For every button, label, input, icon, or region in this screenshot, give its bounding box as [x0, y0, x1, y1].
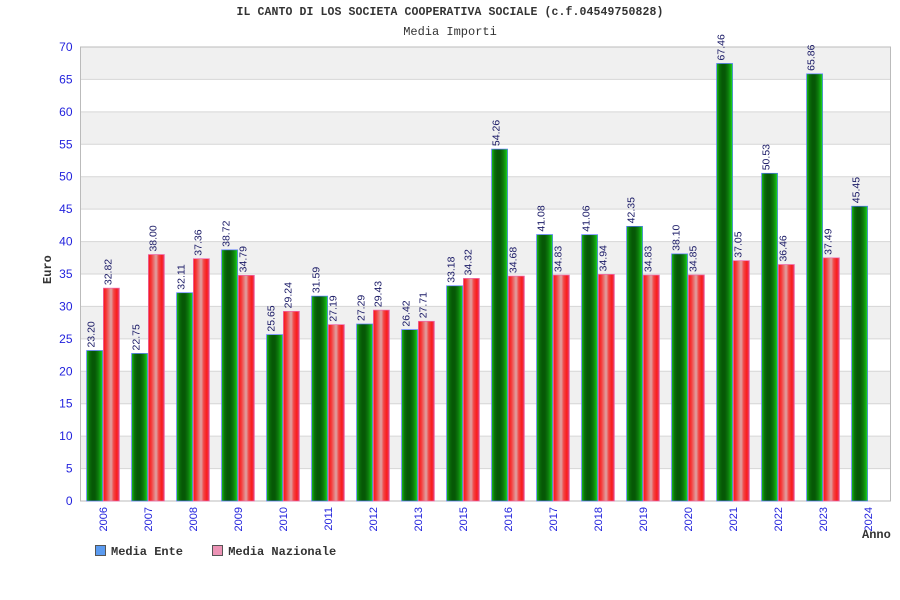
svg-text:60: 60	[59, 105, 73, 119]
svg-text:36.46: 36.46	[777, 235, 789, 261]
svg-text:23.20: 23.20	[86, 321, 98, 347]
svg-text:2017: 2017	[548, 507, 560, 531]
svg-text:37.05: 37.05	[732, 231, 744, 257]
svg-text:65: 65	[59, 72, 73, 86]
svg-text:50: 50	[59, 170, 73, 184]
svg-text:2010: 2010	[278, 507, 290, 531]
svg-text:50.53: 50.53	[761, 144, 773, 170]
svg-text:2006: 2006	[98, 507, 110, 531]
svg-text:25: 25	[59, 332, 73, 346]
svg-text:25.65: 25.65	[266, 305, 278, 331]
svg-text:42.35: 42.35	[626, 197, 638, 223]
svg-text:2013: 2013	[413, 507, 425, 531]
svg-text:34.79: 34.79	[237, 246, 249, 272]
svg-text:34.68: 34.68	[507, 247, 519, 273]
svg-text:27.19: 27.19	[327, 295, 339, 321]
svg-text:2012: 2012	[368, 507, 380, 531]
svg-text:27.29: 27.29	[356, 295, 368, 321]
svg-text:2019: 2019	[638, 507, 650, 531]
svg-text:5: 5	[66, 462, 73, 476]
svg-text:65.86: 65.86	[806, 44, 818, 70]
svg-text:34.83: 34.83	[642, 246, 654, 272]
svg-text:29.43: 29.43	[372, 281, 384, 307]
svg-text:2007: 2007	[143, 507, 155, 531]
svg-text:34.32: 34.32	[462, 249, 474, 275]
svg-text:40: 40	[59, 235, 73, 249]
svg-text:55: 55	[59, 137, 73, 151]
svg-text:2015: 2015	[458, 507, 470, 531]
svg-text:41.08: 41.08	[536, 205, 548, 231]
svg-text:2021: 2021	[728, 507, 740, 531]
svg-text:30: 30	[59, 299, 73, 313]
svg-text:35: 35	[59, 267, 73, 281]
svg-text:2020: 2020	[683, 507, 695, 531]
svg-text:54.26: 54.26	[491, 120, 503, 146]
svg-text:10: 10	[59, 429, 73, 443]
svg-text:2018: 2018	[593, 507, 605, 531]
svg-text:38.72: 38.72	[221, 220, 233, 246]
svg-text:2009: 2009	[233, 507, 245, 531]
svg-text:45: 45	[59, 202, 73, 216]
svg-text:0: 0	[66, 494, 73, 508]
svg-text:37.36: 37.36	[192, 229, 204, 255]
svg-text:15: 15	[59, 397, 73, 411]
svg-text:34.94: 34.94	[597, 245, 609, 271]
svg-text:2016: 2016	[503, 507, 515, 531]
svg-text:37.49: 37.49	[822, 228, 834, 254]
svg-text:2008: 2008	[188, 507, 200, 531]
svg-text:33.18: 33.18	[446, 256, 458, 282]
svg-text:45.45: 45.45	[851, 177, 863, 203]
svg-text:22.75: 22.75	[131, 324, 143, 350]
svg-text:2023: 2023	[818, 507, 830, 531]
svg-text:2011: 2011	[323, 507, 335, 531]
svg-text:26.42: 26.42	[401, 300, 413, 326]
svg-text:20: 20	[59, 364, 73, 378]
svg-text:31.59: 31.59	[311, 267, 323, 293]
svg-text:41.06: 41.06	[581, 205, 593, 231]
svg-text:32.11: 32.11	[176, 264, 188, 290]
svg-text:70: 70	[59, 40, 73, 54]
svg-text:34.85: 34.85	[687, 246, 699, 272]
svg-text:34.83: 34.83	[552, 246, 564, 272]
svg-text:38.10: 38.10	[671, 224, 683, 250]
svg-text:67.46: 67.46	[716, 34, 728, 60]
svg-text:27.71: 27.71	[417, 292, 429, 318]
svg-text:29.24: 29.24	[282, 282, 294, 308]
svg-text:32.82: 32.82	[102, 259, 114, 285]
svg-text:2022: 2022	[773, 507, 785, 531]
svg-text:38.00: 38.00	[147, 225, 159, 251]
